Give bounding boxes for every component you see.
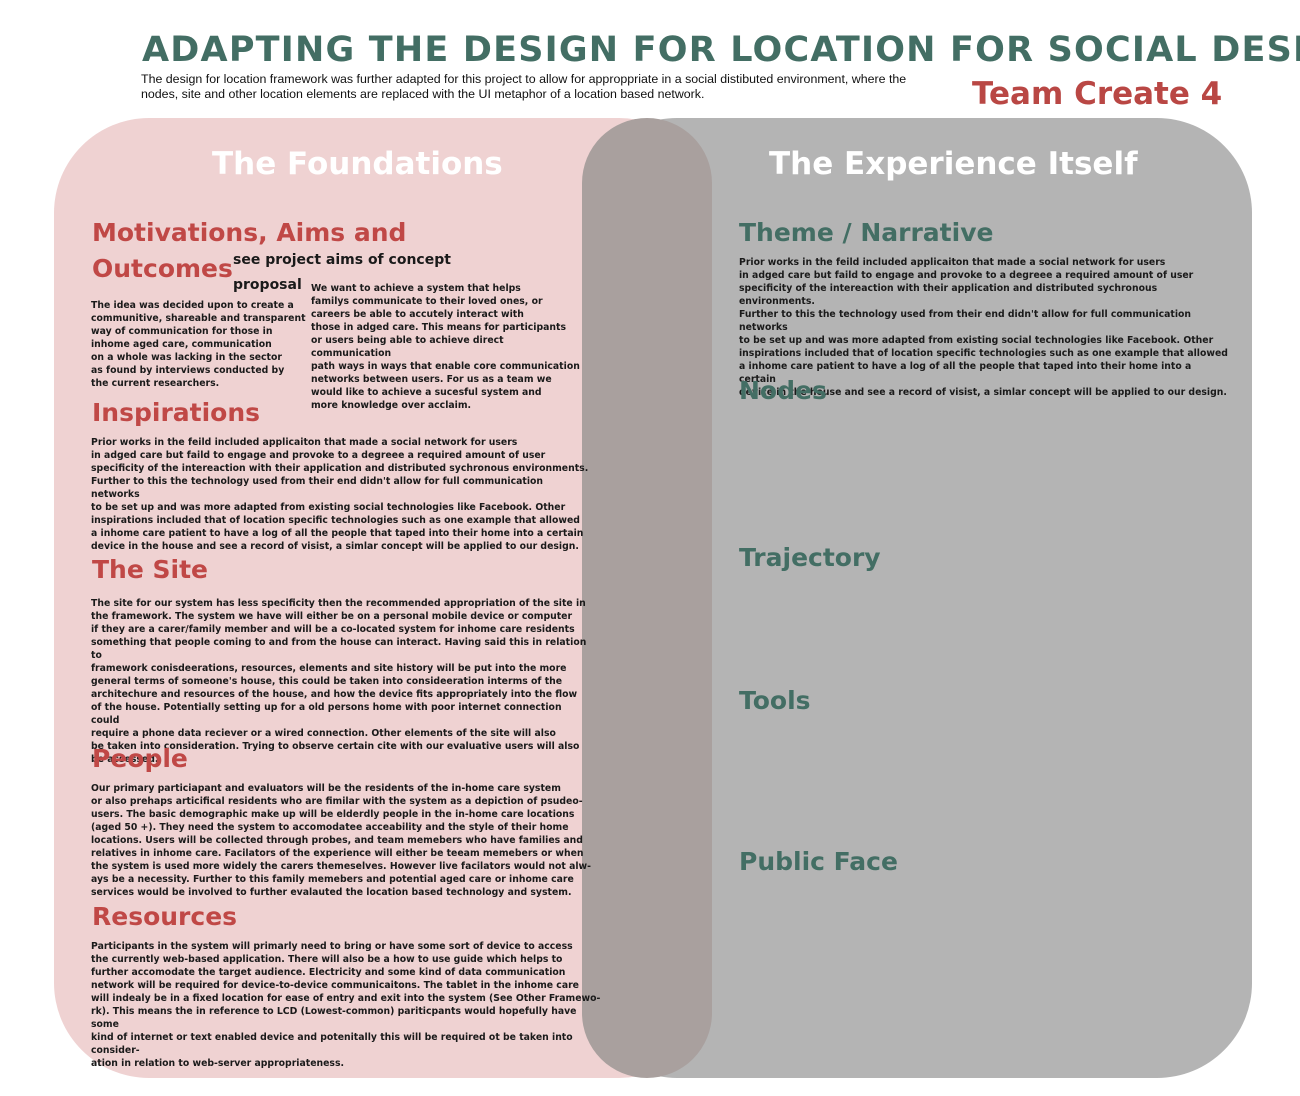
intro-text: The design for location framework was fu…: [141, 72, 907, 101]
motivations-heading-line2: Outcomes: [92, 254, 233, 283]
resources-text: Participants in the system will primarly…: [91, 941, 601, 1069]
site-heading: The Site: [92, 555, 208, 584]
theme-text: Prior works in the feild included applic…: [739, 257, 1228, 398]
site-text: The site for our system has less specifi…: [91, 598, 587, 765]
people-heading: People: [92, 744, 188, 773]
theme-heading: Theme / Narrative: [739, 218, 994, 247]
public-face-heading: Public Face: [739, 847, 898, 876]
experience-title: The Experience Itself: [769, 146, 1138, 182]
people-text: Our primary particiapant and evaluators …: [91, 783, 591, 898]
aims-note: see project aims of concept proposal: [233, 252, 451, 293]
motivations-left-text: The idea was decided upon to create a co…: [91, 300, 306, 389]
page-title: ADAPTING THE DESIGN FOR LOCATION FOR SOC…: [142, 30, 1300, 70]
trajectory-heading: Trajectory: [739, 543, 881, 572]
resources-heading: Resources: [92, 902, 238, 931]
inspirations-heading: Inspirations: [92, 398, 261, 427]
motivations-right-text: We want to achieve a system that helps f…: [311, 283, 580, 411]
inspirations-text: Prior works in the feild included applic…: [91, 437, 589, 552]
team-label: Team Create 4: [972, 76, 1223, 112]
panel-overlap: [582, 118, 712, 1078]
nodes-heading: Nodes: [739, 376, 827, 405]
foundations-title: The Foundations: [212, 146, 503, 182]
motivations-heading-line1: Motivations, Aims and: [92, 218, 407, 247]
tools-heading: Tools: [739, 686, 811, 715]
